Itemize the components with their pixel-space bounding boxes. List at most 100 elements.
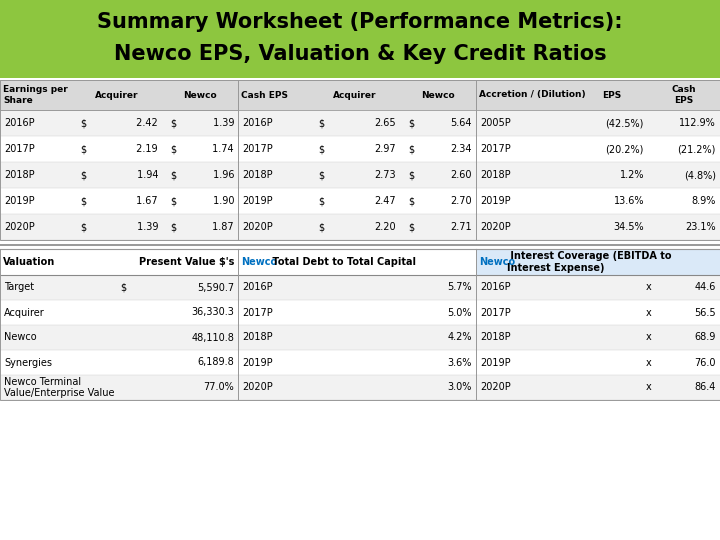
Text: 2.65: 2.65 [374,118,396,128]
Text: $: $ [170,144,176,154]
FancyBboxPatch shape [0,188,238,214]
FancyBboxPatch shape [0,0,720,78]
Text: $: $ [318,170,324,180]
Text: EPS: EPS [603,91,621,99]
Text: $: $ [408,222,414,232]
Text: 2020P: 2020P [480,222,510,232]
FancyBboxPatch shape [0,300,238,325]
Text: Accretion / (Dilution): Accretion / (Dilution) [479,91,585,99]
FancyBboxPatch shape [476,188,720,214]
Text: x: x [646,333,652,342]
Text: Total Debt to Total Capital: Total Debt to Total Capital [269,257,416,267]
Text: Newco Terminal
Value/Enterprise Value: Newco Terminal Value/Enterprise Value [4,377,114,399]
Text: $: $ [408,118,414,128]
Text: 2020P: 2020P [480,382,510,393]
Text: $: $ [170,222,176,232]
Text: 5.0%: 5.0% [448,307,472,318]
FancyBboxPatch shape [476,214,720,240]
FancyBboxPatch shape [238,162,476,188]
Text: Cash EPS: Cash EPS [241,91,288,99]
Text: 2018P: 2018P [480,333,510,342]
FancyBboxPatch shape [0,325,238,350]
Text: 6,189.8: 6,189.8 [197,357,234,368]
Text: Earnings per
Share: Earnings per Share [3,85,68,105]
Text: $: $ [408,196,414,206]
Text: 1.67: 1.67 [133,196,158,206]
Text: 2.73: 2.73 [374,170,396,180]
Text: Target: Target [4,282,34,293]
Text: Newco: Newco [479,257,515,267]
Text: x: x [646,357,652,368]
Text: 2017P: 2017P [480,307,510,318]
Text: x: x [646,282,652,293]
Text: 1.90: 1.90 [210,196,234,206]
Text: Valuation: Valuation [3,257,55,267]
FancyBboxPatch shape [238,136,476,162]
Text: 1.74: 1.74 [210,144,234,154]
Text: 3.6%: 3.6% [448,357,472,368]
Text: 1.94: 1.94 [133,170,158,180]
FancyBboxPatch shape [0,375,238,400]
Text: 2018P: 2018P [4,170,35,180]
Text: 5.64: 5.64 [451,118,472,128]
Text: 2.97: 2.97 [374,144,396,154]
Text: 5,590.7: 5,590.7 [197,282,234,293]
Text: 2.42: 2.42 [133,118,158,128]
Text: 2018P: 2018P [242,170,273,180]
FancyBboxPatch shape [238,350,476,375]
Text: $: $ [120,282,126,293]
Text: 1.39: 1.39 [133,222,158,232]
Text: 2019P: 2019P [480,357,510,368]
Text: $: $ [318,196,324,206]
Text: 2019P: 2019P [4,196,35,206]
Text: 13.6%: 13.6% [613,196,644,206]
Text: $: $ [80,222,86,232]
Text: 2.20: 2.20 [374,222,396,232]
Text: x: x [646,382,652,393]
FancyBboxPatch shape [476,162,720,188]
Text: 2.70: 2.70 [451,196,472,206]
Text: Synergies: Synergies [4,357,52,368]
Text: 2016P: 2016P [480,282,510,293]
Text: 76.0: 76.0 [695,357,716,368]
Text: 2016P: 2016P [4,118,35,128]
Text: $: $ [80,196,86,206]
Text: $: $ [170,118,176,128]
Text: 5.7%: 5.7% [447,282,472,293]
Text: Cash
EPS: Cash EPS [672,85,696,105]
FancyBboxPatch shape [476,275,720,300]
Text: 2019P: 2019P [242,357,273,368]
Text: (4.8%): (4.8%) [684,170,716,180]
Text: x: x [646,307,652,318]
Text: 2020P: 2020P [4,222,35,232]
Text: Interest Coverage (EBITDA to
Interest Expense): Interest Coverage (EBITDA to Interest Ex… [507,251,672,273]
Text: 2018P: 2018P [480,170,510,180]
FancyBboxPatch shape [0,136,238,162]
Text: 2019P: 2019P [242,196,273,206]
Text: $: $ [318,144,324,154]
Text: $: $ [80,144,86,154]
Text: 34.5%: 34.5% [613,222,644,232]
FancyBboxPatch shape [476,300,720,325]
Text: 2019P: 2019P [480,196,510,206]
Text: 2016P: 2016P [242,282,273,293]
Text: 2.47: 2.47 [374,196,396,206]
FancyBboxPatch shape [0,350,238,375]
FancyBboxPatch shape [238,249,476,275]
Text: 2020P: 2020P [242,222,273,232]
FancyBboxPatch shape [476,325,720,350]
Text: 2018P: 2018P [242,333,273,342]
Text: (20.2%): (20.2%) [606,144,644,154]
Text: 86.4: 86.4 [695,382,716,393]
Text: 4.2%: 4.2% [448,333,472,342]
FancyBboxPatch shape [238,375,476,400]
Text: 1.96: 1.96 [210,170,234,180]
Text: Present Value $'s: Present Value $'s [139,257,234,267]
Text: 48,110.8: 48,110.8 [191,333,234,342]
FancyBboxPatch shape [238,80,476,110]
FancyBboxPatch shape [476,350,720,375]
Text: 1.39: 1.39 [210,118,234,128]
FancyBboxPatch shape [0,275,238,300]
FancyBboxPatch shape [238,275,476,300]
FancyBboxPatch shape [0,249,238,275]
